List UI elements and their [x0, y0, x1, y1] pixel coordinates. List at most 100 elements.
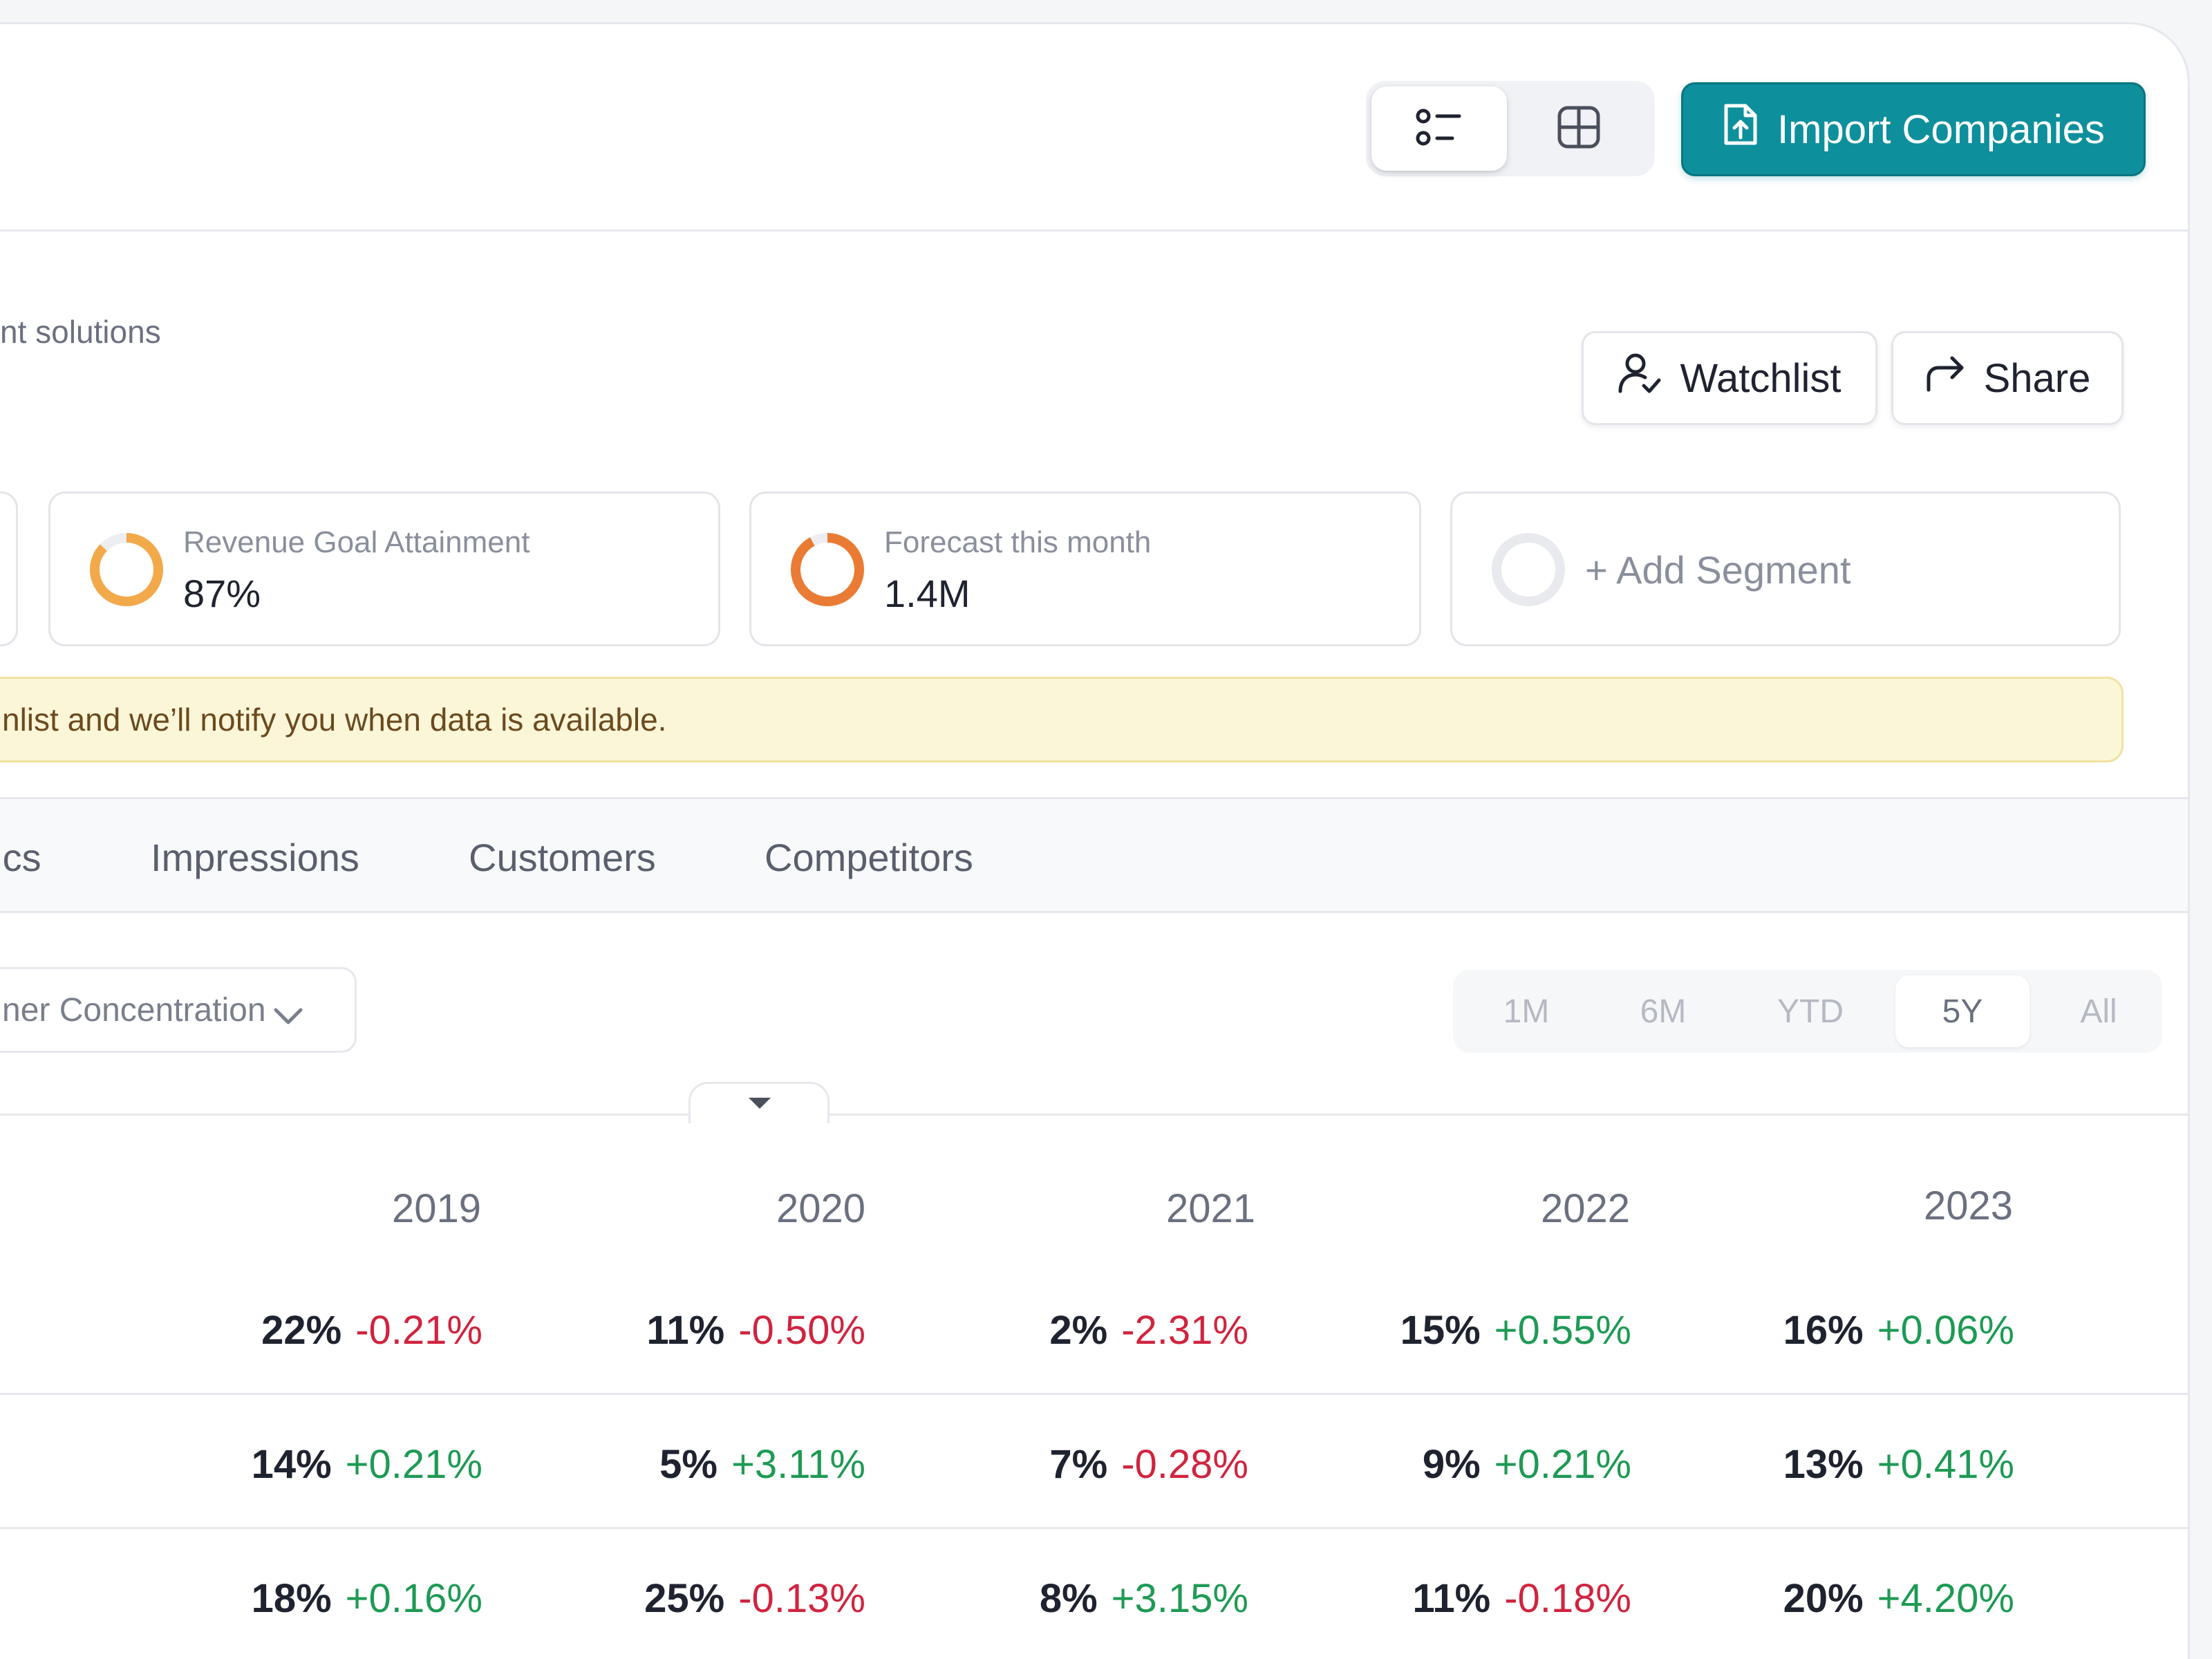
metric-card-forecast[interactable]: Forecast this month 1.4M — [749, 491, 1421, 646]
table-cell: 11% -0.18% — [1286, 1575, 1631, 1622]
range-all[interactable]: All — [2080, 993, 2117, 1030]
caret-down-icon — [749, 1098, 771, 1109]
year-header: 2021 — [1165, 1186, 1255, 1231]
cell-percent: 2% — [1049, 1308, 1108, 1353]
cell-percent: 8% — [1039, 1576, 1098, 1621]
cell-change: +0.21% — [345, 1442, 482, 1487]
page-header: Import Companies — [0, 24, 2188, 232]
table-cell: 25% -0.13% — [520, 1575, 865, 1622]
card-value: 1.4M — [884, 572, 971, 615]
cell-change: -0.18% — [1504, 1576, 1631, 1621]
cell-change: -0.50% — [738, 1308, 865, 1353]
cell-percent: 9% — [1422, 1442, 1481, 1487]
cell-percent: 13% — [1783, 1442, 1864, 1487]
empty-donut-icon — [1492, 533, 1565, 606]
cell-change: +0.41% — [1877, 1442, 2014, 1487]
table-cell: 20% +4.20% — [1669, 1575, 2014, 1622]
cell-percent: 16% — [1783, 1308, 1864, 1353]
cell-percent: 20% — [1783, 1576, 1864, 1621]
company-description: nt solutions — [0, 314, 161, 350]
collapse-handle[interactable] — [688, 1082, 830, 1123]
cell-change: +0.06% — [1877, 1308, 2014, 1353]
range-ytd[interactable]: YTD — [1777, 993, 1844, 1030]
data-availability-notice: nlist and we’ll notify you when data is … — [0, 677, 2124, 762]
view-toggle — [1366, 81, 1655, 176]
add-segment-label: + Add Segment — [1585, 548, 1851, 592]
share-label: Share — [1983, 355, 2091, 401]
year-header: 2022 — [1540, 1186, 1630, 1231]
year-header: 2019 — [391, 1186, 481, 1231]
grid-view-button[interactable] — [1511, 86, 1647, 171]
cell-percent: 14% — [251, 1442, 332, 1487]
grid-view-icon — [1557, 105, 1601, 153]
cell-change: -0.13% — [738, 1576, 865, 1621]
dropdown-value: ner Concentration — [2, 991, 266, 1029]
cell-percent: 7% — [1049, 1442, 1108, 1487]
table-cell: 22% -0.21% — [137, 1307, 482, 1353]
cell-percent: 18% — [251, 1576, 332, 1621]
chevron-down-icon — [273, 997, 303, 1035]
card-value: 87% — [183, 572, 261, 615]
year-header: 2023 — [1923, 1183, 2013, 1228]
main-panel: Import Companies nt solutions Watchlist … — [0, 22, 2190, 1659]
add-segment-card[interactable]: + Add Segment — [1450, 491, 2121, 646]
time-range-selector: 1M 6M YTD 5Y All — [1453, 970, 2162, 1053]
card-label: Revenue Goal Attainment — [183, 525, 530, 559]
table-cell: 7% -0.28% — [903, 1441, 1248, 1488]
table-cell: 15% +0.55% — [1286, 1307, 1631, 1353]
table-cell: 14% +0.21% — [137, 1441, 482, 1488]
list-view-icon — [1415, 108, 1463, 150]
share-button[interactable]: Share — [1891, 331, 2124, 425]
table-cell: 5% +3.11% — [520, 1441, 865, 1488]
range-1m[interactable]: 1M — [1503, 993, 1550, 1030]
import-companies-label: Import Companies — [1777, 106, 2105, 152]
table-cell: 11% -0.50% — [520, 1307, 865, 1353]
notice-text: nlist and we’ll notify you when data is … — [2, 702, 667, 738]
cell-change: +0.55% — [1494, 1308, 1631, 1353]
metric-card-partial — [0, 491, 18, 646]
range-6m[interactable]: 6M — [1640, 993, 1687, 1030]
tab-competitors[interactable]: Competitors — [765, 836, 973, 879]
table-cell: 9% +0.21% — [1286, 1441, 1631, 1488]
tab-customers[interactable]: Customers — [469, 836, 656, 879]
watchlist-label: Watchlist — [1680, 355, 1841, 401]
tab-impressions[interactable]: Impressions — [151, 836, 359, 879]
metric-dropdown[interactable]: ner Concentration — [0, 967, 357, 1053]
revenue-donut-icon — [90, 533, 163, 606]
file-upload-icon — [1722, 102, 1759, 157]
row-divider — [0, 1393, 2188, 1395]
cell-percent: 15% — [1400, 1308, 1481, 1353]
table-cell: 18% +0.16% — [137, 1575, 482, 1622]
cell-change: +4.20% — [1877, 1576, 2014, 1621]
cell-change: -0.21% — [355, 1308, 482, 1353]
table-cell: 16% +0.06% — [1669, 1307, 2014, 1353]
cell-percent: 5% — [659, 1442, 718, 1487]
cell-change: +0.21% — [1494, 1442, 1631, 1487]
cell-percent: 11% — [646, 1308, 725, 1353]
range-5y[interactable]: 5Y — [1895, 975, 2030, 1047]
forecast-donut-icon — [791, 533, 864, 606]
cell-change: -0.28% — [1121, 1442, 1248, 1487]
section-divider — [0, 1114, 2188, 1116]
year-header: 2020 — [776, 1186, 865, 1231]
cell-percent: 25% — [644, 1576, 725, 1621]
table-cell: 13% +0.41% — [1669, 1441, 2014, 1488]
metric-card-revenue-goal[interactable]: Revenue Goal Attainment 87% — [48, 491, 720, 646]
table-cell: 8% +3.15% — [903, 1575, 1248, 1622]
tab-topics[interactable]: pics — [0, 836, 41, 879]
share-arrow-icon — [1924, 354, 1966, 402]
watchlist-button[interactable]: Watchlist — [1582, 331, 1877, 425]
cell-change: +0.16% — [345, 1576, 482, 1621]
row-divider — [0, 1527, 2188, 1529]
user-check-icon — [1618, 351, 1662, 405]
card-label: Forecast this month — [884, 525, 1152, 559]
cell-change: +3.11% — [731, 1442, 865, 1487]
cell-change: +3.15% — [1111, 1576, 1248, 1621]
list-view-button[interactable] — [1371, 86, 1507, 171]
table-cell: 2% -2.31% — [903, 1307, 1248, 1353]
cell-change: -2.31% — [1121, 1308, 1248, 1353]
cell-percent: 22% — [261, 1308, 342, 1353]
tabs-bar: pics Impressions Customers Competitors — [0, 797, 2188, 913]
import-companies-button[interactable]: Import Companies — [1681, 82, 2146, 176]
cell-percent: 11% — [1412, 1576, 1491, 1621]
